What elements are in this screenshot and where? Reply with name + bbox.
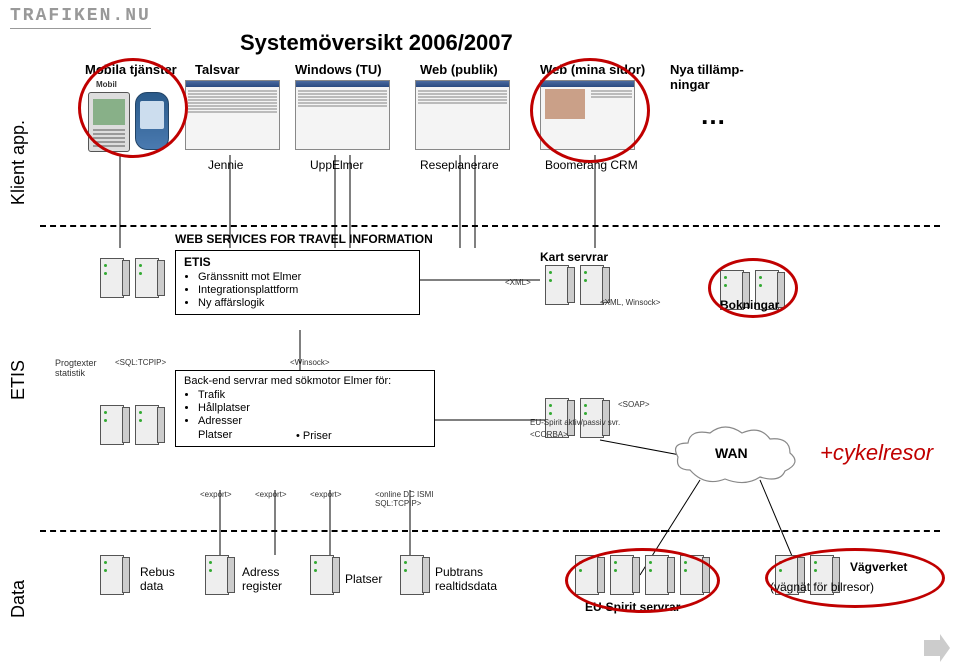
layer-etis: ETIS [8,360,29,400]
proto-xml: <XML> [505,278,531,287]
cykelresor: +cykelresor [820,440,933,466]
sub-jennie: Jennie [208,158,243,172]
export-2: <export> [255,490,287,499]
circle-vagverket [765,548,945,608]
proto-soap: <SOAP> [618,400,650,409]
sep-klient-etis [40,225,940,227]
circle-euspirit [565,548,720,613]
backend-box: Back-end servrar med sökmotor Elmer för:… [175,370,435,447]
export-1: <export> [200,490,232,499]
screenshot-webpub [415,80,510,150]
etis-box: ETIS Gränssnitt mot Elmer Integrationspl… [175,250,420,315]
server-kart-1 [545,265,575,305]
rebus-label: Rebus data [140,565,175,593]
etis-item-1: Integrationsplattform [198,284,411,296]
screenshot-talsvar [185,80,280,150]
sep-etis-data-right [570,530,940,532]
col-webpub: Web (publik) [420,62,498,77]
progtexter: Progtexter statistik [55,358,97,378]
server-adress [205,555,235,595]
logo: TRAFIKEN.NU [10,6,151,29]
ellipsis: … [700,100,726,131]
proto-xmlwin: <XML, Winsock> [600,298,660,307]
col-windows: Windows (TU) [295,62,382,77]
webservices-title: WEB SERVICES FOR TRAVEL INFORMATION [175,232,433,246]
adress-label: Adress register [242,565,282,593]
etis-item-2: Ny affärslogik [198,297,411,309]
col-talsvar: Talsvar [195,62,240,77]
circle-webmina [530,58,650,163]
sub-reseplanerare: Reseplanerare [420,158,499,172]
server-platser [310,555,340,595]
server-backend-1 [100,405,130,445]
server-backend-2 [135,405,165,445]
online-dc: <online DC ISMI SQL:TCPIP> [375,490,433,508]
kart-servrar-label: Kart servrar [540,250,608,264]
col-nya: Nya tillämp- ningar [670,62,744,92]
etis-box-title: ETIS [184,255,211,269]
circle-bokningar [708,258,798,318]
layer-data: Data [8,580,29,618]
proto-winsock: <Winsock> [290,358,330,367]
proto-corba: <CORBA> [530,430,568,439]
circle-mobila [78,58,188,158]
backend-priser: • Priser [296,430,332,442]
next-arrow-icon [922,634,950,662]
platser-label: Platser [345,572,382,586]
backend-item-1: Hållplatser [198,402,426,414]
pubtrans-label: Pubtrans realtidsdata [435,565,497,593]
screenshot-windows [295,80,390,150]
eu-spirit-svr: EU-Spirit aktiv/passiv svr. [530,418,620,427]
export-3: <export> [310,490,342,499]
etis-item-0: Gränssnitt mot Elmer [198,271,411,283]
backend-item-2: Adresser [198,415,426,427]
wan-label: WAN [715,445,748,461]
server-rebus [100,555,130,595]
backend-item-3: Platser [198,429,258,441]
server-etis-1 [100,258,130,298]
server-pubtrans [400,555,430,595]
proto-sqltcp: <SQL:TCPIP> [115,358,166,367]
backend-title: Back-end servrar med sökmotor Elmer för: [184,375,391,387]
layer-klient: Klient app. [8,120,29,205]
sub-uppelmer: UppElmer [310,158,363,172]
backend-item-0: Trafik [198,389,426,401]
page-title: Systemöversikt 2006/2007 [240,30,513,56]
server-etis-2 [135,258,165,298]
